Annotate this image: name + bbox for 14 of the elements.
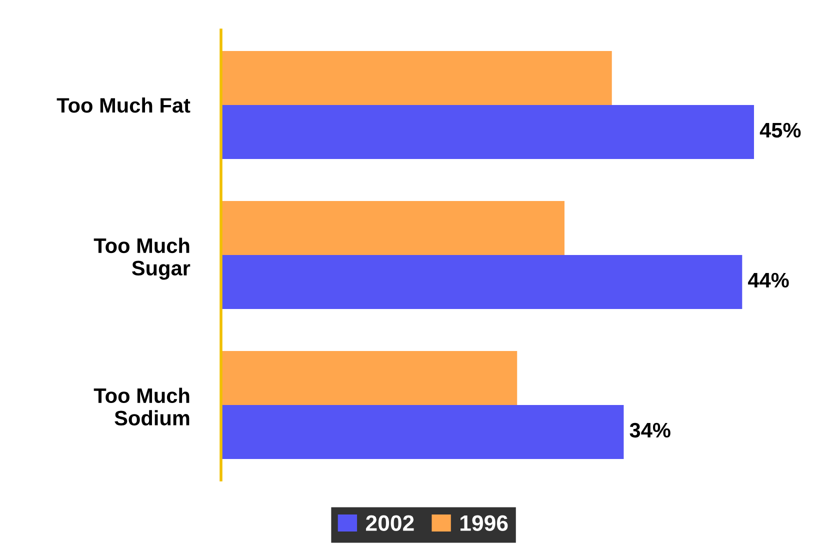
data-label: 34% — [630, 422, 670, 438]
data-label: 45% — [760, 122, 801, 138]
data-label: 44% — [748, 272, 789, 288]
y-tick-label: Too Much Fat — [56, 97, 190, 113]
bar — [221, 51, 612, 105]
bar — [221, 351, 518, 405]
legend-label: 1996 — [460, 515, 508, 531]
y-tick-label: Too Much Sodium — [94, 388, 190, 426]
y-tick-label: Too Much Sugar — [94, 238, 190, 280]
bar — [221, 201, 564, 255]
bar — [221, 255, 742, 309]
bar — [221, 405, 624, 459]
bar — [221, 105, 754, 159]
legend-label: 2002 — [366, 515, 414, 531]
